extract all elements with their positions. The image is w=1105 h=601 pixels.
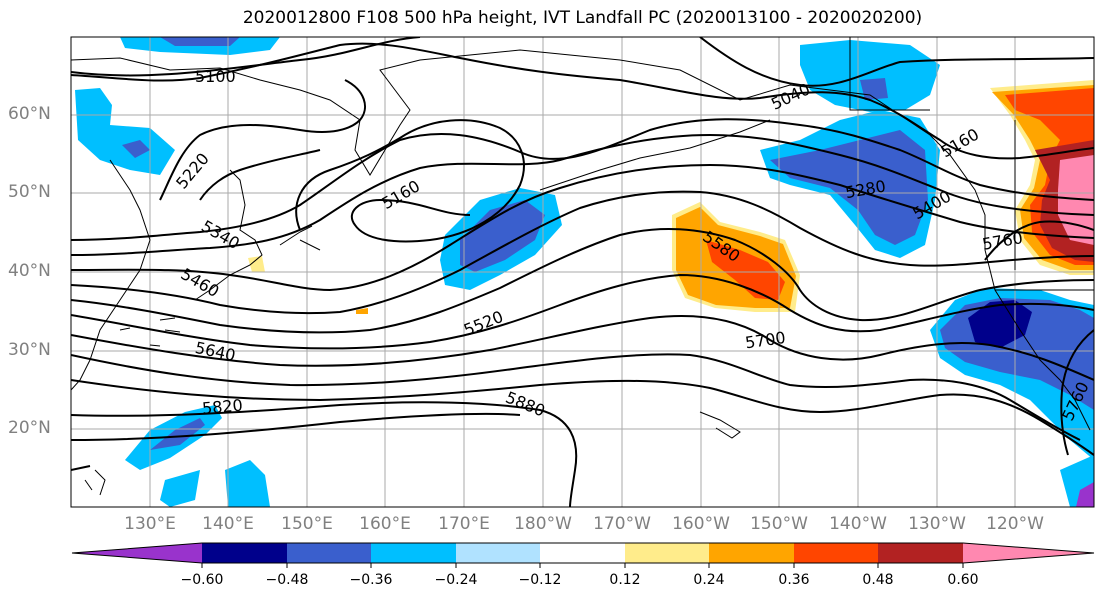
lon-label: 140°W xyxy=(829,514,887,534)
colorbar-segment xyxy=(287,543,371,563)
lat-label-20n: 20°N xyxy=(8,418,51,438)
ivt-negative-area xyxy=(460,200,545,272)
colorbar-segment xyxy=(456,543,540,563)
ivt-positive-area xyxy=(248,256,265,272)
ivt-positive-area xyxy=(706,240,785,300)
plot-frame xyxy=(70,36,1095,508)
lon-label: 120°W xyxy=(986,514,1044,534)
lon-label: 160°W xyxy=(672,514,730,534)
colorbar-segment xyxy=(202,543,287,563)
colorbar-tick-label: −0.12 xyxy=(518,572,562,588)
lat-label-50n: 50°N xyxy=(8,182,51,202)
colorbar-segment xyxy=(878,543,963,563)
lon-label: 150°W xyxy=(750,514,808,534)
colorbar-segment xyxy=(540,543,625,563)
colorbar-segment xyxy=(371,543,456,563)
colorbar-segment xyxy=(963,543,1094,563)
lat-label-40n: 40°N xyxy=(8,261,51,281)
lon-label: 130°E xyxy=(124,514,176,534)
colorbar-segment xyxy=(794,543,878,563)
ivt-negative-area xyxy=(122,140,150,158)
lon-label: 180°W xyxy=(514,514,572,534)
colorbar-tick-label: −0.60 xyxy=(180,572,224,588)
contour-label: 5220 xyxy=(172,149,213,192)
ivt-negative-area xyxy=(1076,482,1094,507)
colorbar-tick-label: 0.60 xyxy=(947,572,979,588)
coastlines xyxy=(71,37,1094,496)
ivt-negative-area xyxy=(800,40,940,112)
map-title: 2020012800 F108 500 hPa height, IVT Land… xyxy=(242,8,923,28)
lon-label: 150°E xyxy=(281,514,333,534)
lon-label: 170°E xyxy=(438,514,490,534)
graticule xyxy=(71,37,1094,507)
colorbar-tick-label: −0.36 xyxy=(349,572,393,588)
contour-label: 5520 xyxy=(461,307,506,340)
lat-label-60n: 60°N xyxy=(8,104,51,124)
colorbar-segment xyxy=(72,543,202,563)
contour-label: 5460 xyxy=(178,264,223,301)
lon-label: 130°W xyxy=(908,514,966,534)
ivt-negative-area xyxy=(968,300,1032,348)
ivt-positive-area xyxy=(356,308,368,314)
height-contours xyxy=(71,37,1094,507)
lon-label: 160°E xyxy=(359,514,411,534)
colorbar-tick-label: −0.24 xyxy=(434,572,478,588)
contour-label: 5700 xyxy=(744,328,787,352)
colorbar-tick-label: 0.36 xyxy=(778,572,810,588)
colorbar-segment xyxy=(625,543,709,563)
ivt-negative-area xyxy=(160,37,240,46)
ivt-shading xyxy=(75,37,1094,507)
colorbar-tick-label: 0.24 xyxy=(693,572,725,588)
lon-label: 170°W xyxy=(593,514,651,534)
ivt-negative-area xyxy=(160,470,200,507)
contour-label: 5100 xyxy=(195,67,236,86)
colorbar-segment xyxy=(709,543,794,563)
ivt-negative-area xyxy=(860,78,888,100)
colorbar xyxy=(71,542,1095,568)
lat-label-30n: 30°N xyxy=(8,340,51,360)
ivt-negative-area xyxy=(150,418,205,450)
contour-label: 5880 xyxy=(503,388,548,421)
colorbar-tick-label: 0.48 xyxy=(862,572,894,588)
ivt-negative-area xyxy=(75,88,175,175)
contour-label: 5760 xyxy=(981,228,1024,254)
lon-label: 140°E xyxy=(202,514,254,534)
colorbar-tick-label: 0.12 xyxy=(609,572,641,588)
ivt-negative-area xyxy=(225,460,270,507)
contour-label: 5820 xyxy=(201,395,243,417)
colorbar-tick-label: −0.48 xyxy=(265,572,309,588)
